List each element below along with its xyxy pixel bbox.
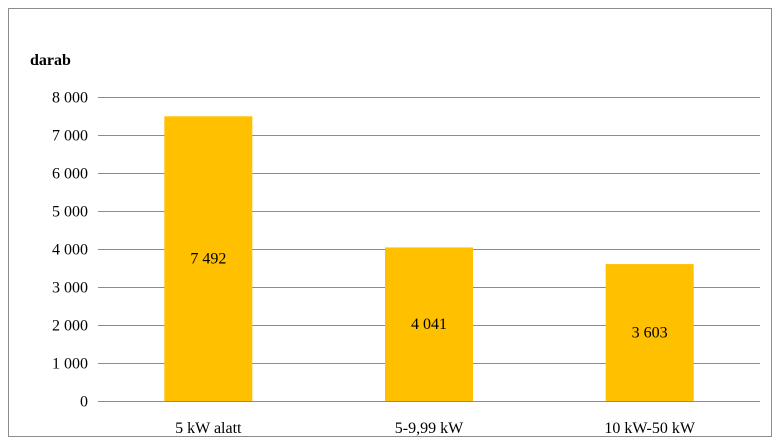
x-axis-ticks: 5 kW alatt 5-9,99 kW 10 kW-50 kW	[175, 420, 696, 437]
bar	[385, 247, 473, 401]
data-labels: 7 492 4 041 3 603	[190, 251, 667, 342]
chart-frame	[8, 8, 772, 437]
y-tick-label: 4 000	[52, 242, 88, 259]
y-axis-ticks: 0 1 000 2 000 3 000 4 000 5 000 6 000 7 000 8 00…	[52, 90, 88, 411]
y-tick-label: 6 000	[52, 166, 88, 183]
y-tick-label: 3 000	[52, 280, 88, 297]
y-tick-label: 8 000	[52, 90, 88, 107]
bar-value-label: 7 492	[190, 251, 226, 268]
x-tick-label: 10 kW-50 kW	[604, 420, 696, 437]
bar	[164, 116, 253, 401]
y-tick-label: 7 000	[52, 128, 88, 145]
y-tick-label: 5 000	[52, 204, 88, 221]
y-tick-label: 0	[80, 394, 88, 411]
bar-value-label: 3 603	[632, 325, 668, 342]
x-tick-label: 5 kW alatt	[175, 420, 242, 437]
y-axis-title: darab	[30, 52, 71, 69]
bars	[164, 116, 694, 401]
x-tick-label: 5-9,99 kW	[395, 420, 464, 437]
y-tick-label: 1 000	[52, 356, 88, 373]
y-tick-label: 2 000	[52, 318, 88, 335]
bar-value-label: 4 041	[411, 316, 447, 333]
bar	[605, 264, 694, 401]
